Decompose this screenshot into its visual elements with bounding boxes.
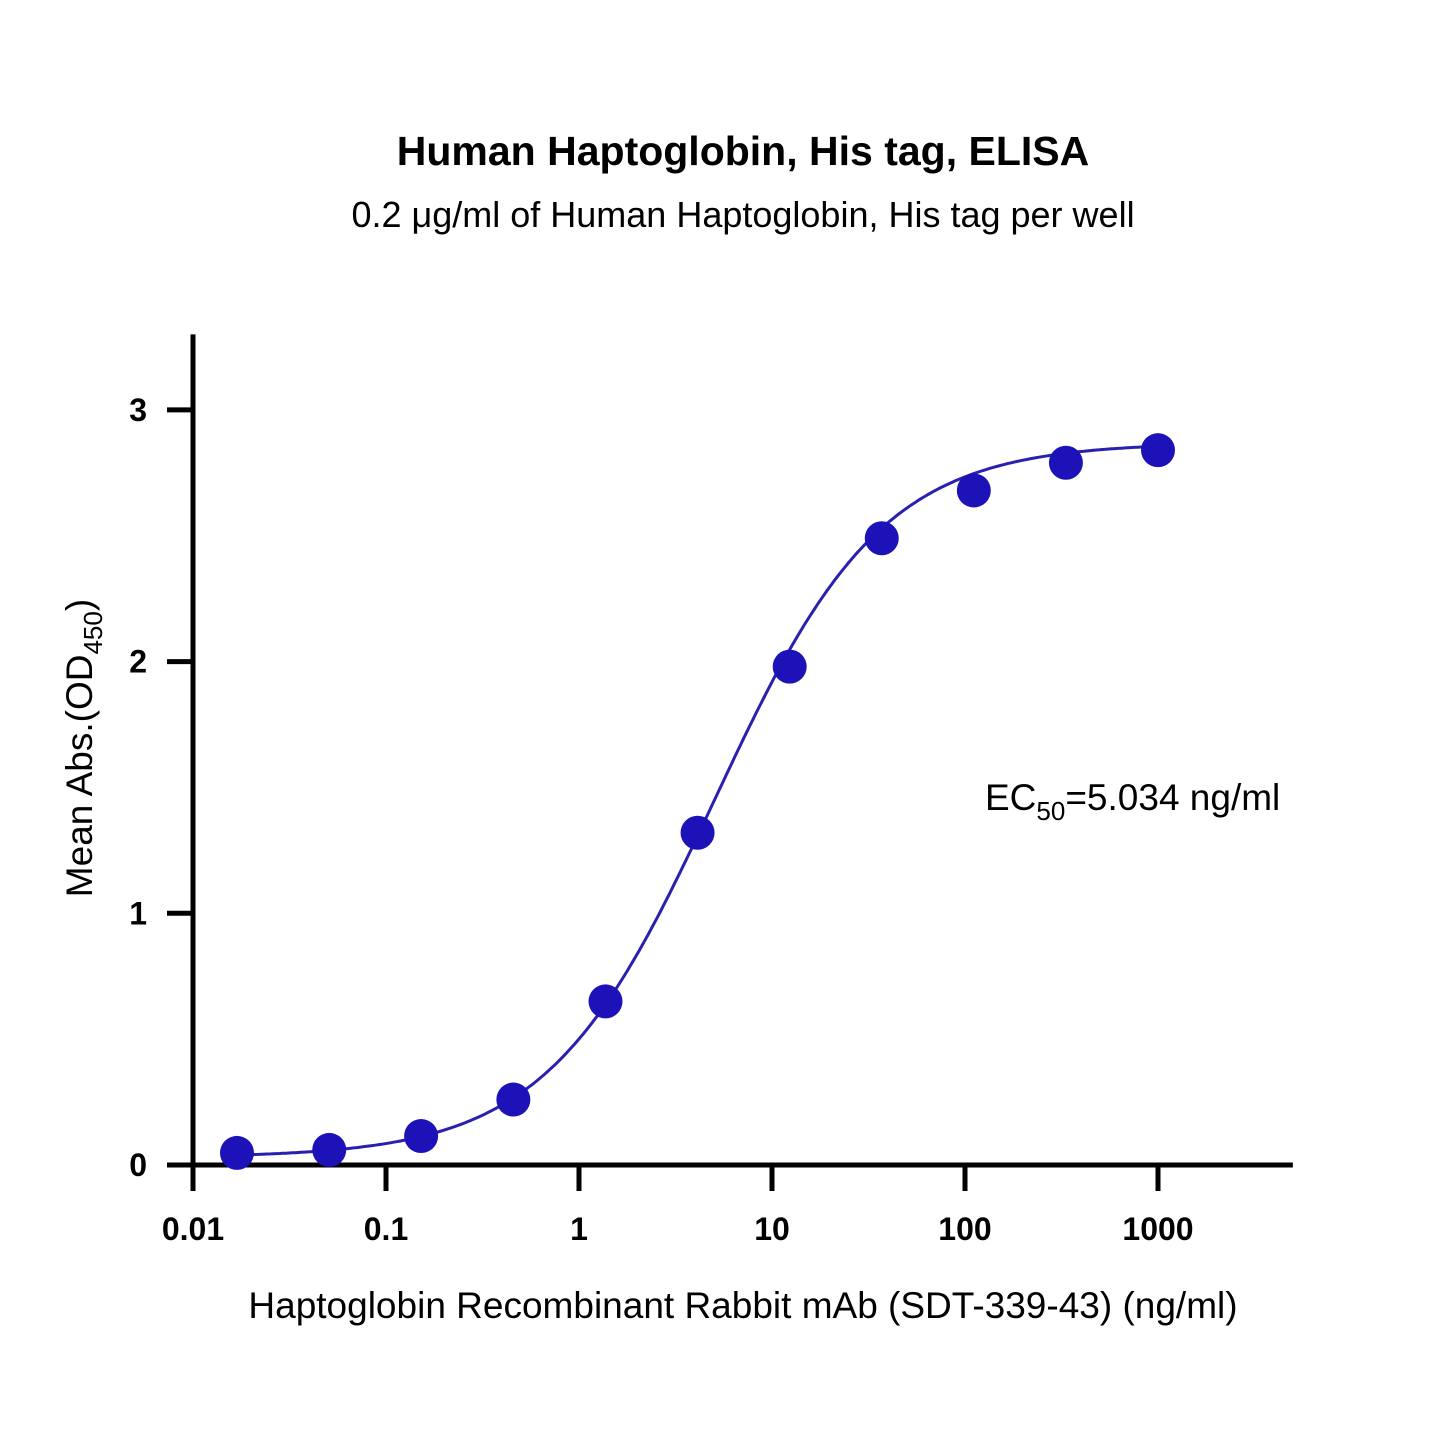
x-axis-label: Haptoglobin Recombinant Rabbit mAb (SDT-… <box>248 1285 1237 1326</box>
y-tick-label: 3 <box>129 392 147 428</box>
x-tick-label: 1 <box>570 1211 588 1247</box>
x-tick-label: 100 <box>938 1211 991 1247</box>
data-point <box>219 1135 254 1170</box>
y-axis-label: Mean Abs.(OD450) <box>59 599 108 897</box>
data-point <box>772 649 807 684</box>
ec50-annotation: EC50=5.034 ng/ml <box>985 777 1280 826</box>
x-tick-label: 0.01 <box>162 1211 224 1247</box>
y-tick-label: 2 <box>129 644 147 680</box>
y-tick-label: 0 <box>129 1147 147 1183</box>
data-point <box>496 1082 531 1117</box>
data-point <box>404 1119 439 1154</box>
x-tick-label: 0.1 <box>364 1211 408 1247</box>
x-tick-label: 10 <box>754 1211 790 1247</box>
x-tick-label: 1000 <box>1122 1211 1193 1247</box>
data-points <box>219 433 1175 1170</box>
data-point <box>1048 445 1083 480</box>
data-point <box>680 815 715 850</box>
data-point <box>312 1132 347 1167</box>
data-point <box>956 473 991 508</box>
data-point <box>864 521 899 556</box>
data-point <box>1141 433 1175 468</box>
data-point <box>588 984 623 1019</box>
y-tick-label: 1 <box>129 895 147 931</box>
ticks: 0 1 2 3 0.01 0.1 1 10 100 1000 <box>129 392 1193 1247</box>
axes <box>190 334 1293 1168</box>
chart-title: Human Haptoglobin, His tag, ELISA <box>397 128 1089 174</box>
chart-subtitle: 0.2 μg/ml of Human Haptoglobin, His tag … <box>351 194 1134 235</box>
